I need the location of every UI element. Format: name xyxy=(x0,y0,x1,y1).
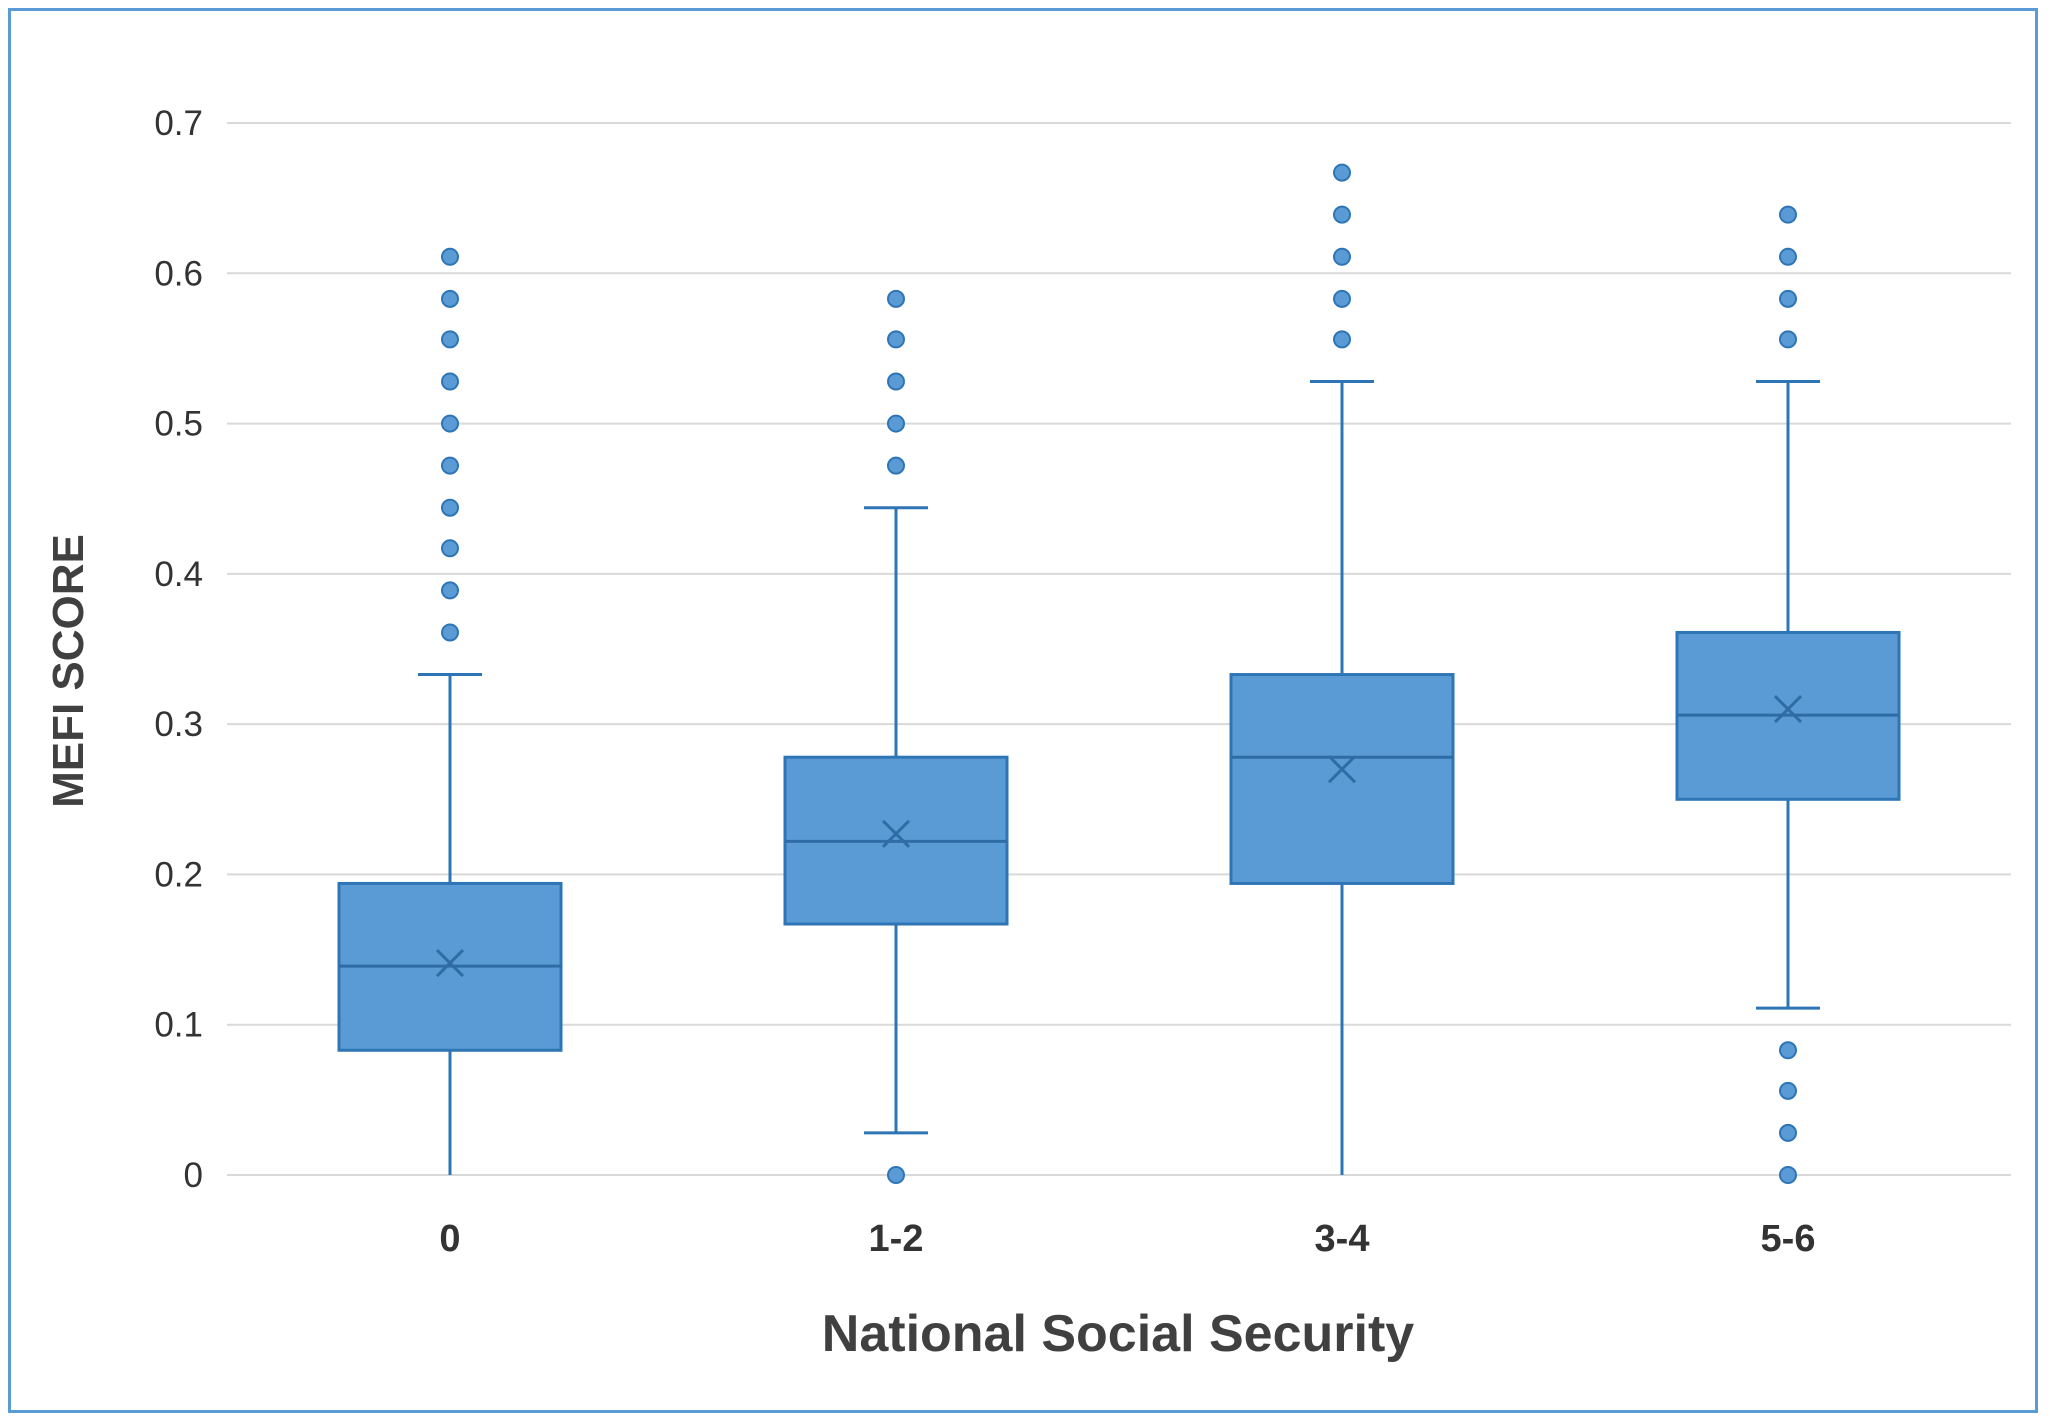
box-1-2 xyxy=(783,289,1009,1184)
outlier-point xyxy=(887,414,905,433)
x-tick-label: 1-2 xyxy=(869,1218,924,1260)
outlier-point xyxy=(1779,205,1797,224)
y-tick-label: 0.3 xyxy=(154,705,203,744)
outlier-point xyxy=(1333,330,1351,349)
outlier-point xyxy=(441,247,459,266)
outlier-point xyxy=(887,330,905,349)
outlier-point xyxy=(441,372,459,391)
outlier-point xyxy=(887,456,905,475)
y-tick-label: 0.6 xyxy=(154,254,203,293)
outlier-point xyxy=(1779,1166,1797,1184)
chart-frame: 0 0.1 0.2 0.3 0.4 0.5 0.6 0.7 0 1-2 3-4 5-6 MEFI S… xyxy=(8,8,2038,1413)
outlier-point xyxy=(441,498,459,517)
y-tick-label: 0.7 xyxy=(154,104,203,143)
mean-marker xyxy=(435,949,465,978)
box-5-6 xyxy=(1675,205,1901,1184)
outlier-point xyxy=(1779,1041,1797,1060)
y-tick-label: 0 xyxy=(184,1156,203,1195)
outlier-point xyxy=(1333,163,1351,182)
outlier-point xyxy=(441,456,459,475)
x-tick-label: 3-4 xyxy=(1315,1218,1370,1260)
y-tick-label: 0.1 xyxy=(154,1006,203,1045)
outlier-point xyxy=(1333,289,1351,308)
y-axis-ticks: 0 0.1 0.2 0.3 0.4 0.5 0.6 0.7 xyxy=(154,104,203,1195)
outlier-point xyxy=(441,539,459,558)
mean-marker xyxy=(881,819,911,848)
x-tick-label: 5-6 xyxy=(1761,1218,1816,1260)
outlier-point xyxy=(1779,330,1797,349)
y-tick-label: 0.2 xyxy=(154,855,203,894)
iqr-box xyxy=(1229,673,1455,885)
outlier-point xyxy=(1779,1081,1797,1100)
outlier-point xyxy=(441,289,459,308)
outlier-point xyxy=(1333,205,1351,224)
outlier-point xyxy=(1779,289,1797,308)
x-axis-ticks: 0 1-2 3-4 5-6 xyxy=(439,1218,1815,1260)
outlier-point xyxy=(441,623,459,642)
y-axis-title: MEFI SCORE xyxy=(44,534,93,808)
outlier-point xyxy=(1779,247,1797,266)
outlier-point xyxy=(441,414,459,433)
x-tick-label: 0 xyxy=(439,1218,460,1260)
mean-marker xyxy=(1327,755,1357,784)
outlier-point xyxy=(441,581,459,600)
outlier-point xyxy=(887,372,905,391)
outlier-point xyxy=(441,330,459,349)
y-tick-label: 0.4 xyxy=(154,555,203,594)
outlier-point xyxy=(1779,1123,1797,1142)
boxplot-chart: 0 0.1 0.2 0.3 0.4 0.5 0.6 0.7 0 1-2 3-4 5-6 MEFI S… xyxy=(44,104,2011,1363)
box-3-4 xyxy=(1229,163,1455,1175)
outlier-point xyxy=(1333,247,1351,266)
box-0 xyxy=(337,247,563,1175)
y-tick-label: 0.5 xyxy=(154,405,203,444)
outlier-point xyxy=(887,289,905,308)
outlier-point xyxy=(887,1166,905,1184)
box-series xyxy=(337,163,1901,1184)
mean-marker xyxy=(1773,695,1803,724)
x-axis-title: National Social Security xyxy=(822,1305,1414,1363)
